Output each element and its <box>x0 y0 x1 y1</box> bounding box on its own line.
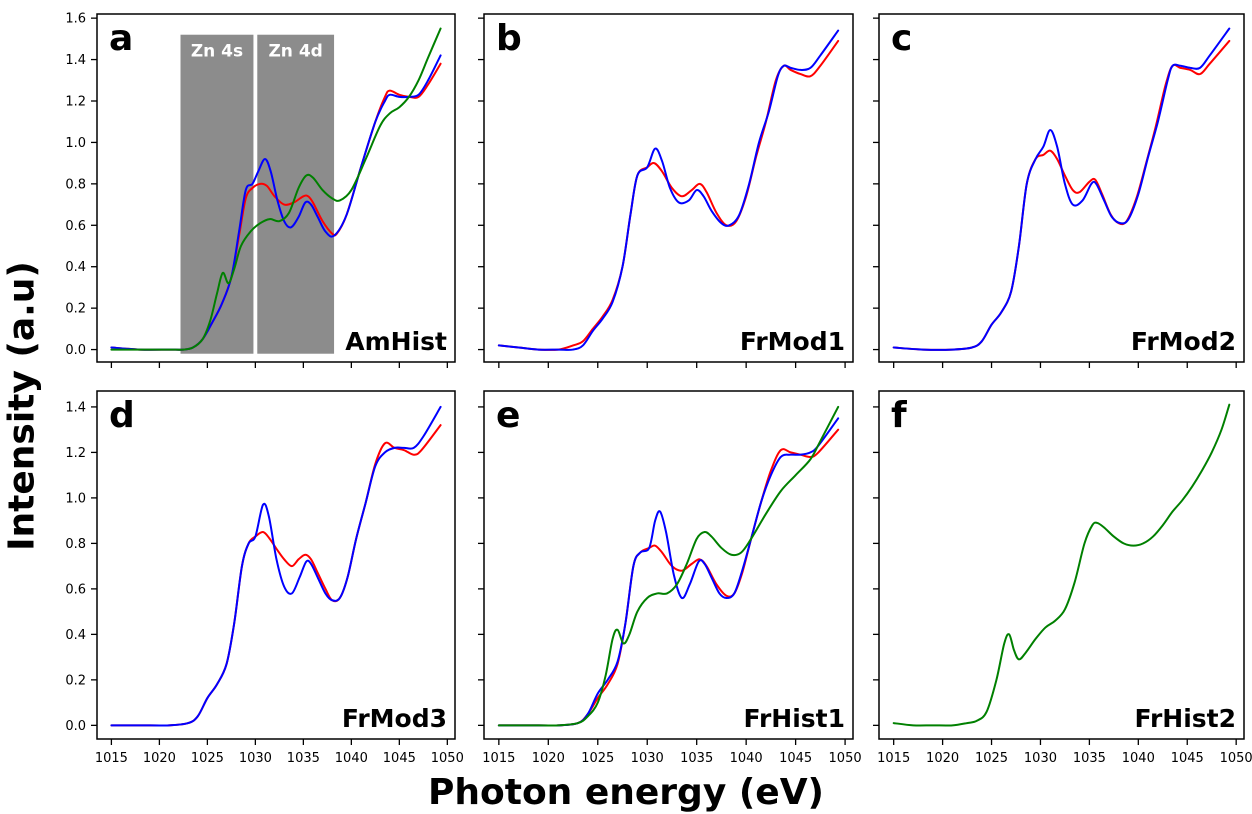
x-tick-label: 1020 <box>532 751 565 766</box>
x-tick-label: 1045 <box>779 751 812 766</box>
panel-label: FrMod3 <box>342 704 447 733</box>
panel-letter: a <box>109 18 133 59</box>
y-tick-label: 0.4 <box>65 260 86 275</box>
series-group <box>892 403 1231 727</box>
y-tick-label: 0.0 <box>65 719 86 734</box>
panel-e: 1015 1020 1025 1030 1035 1040 1045 1050 e FrHist1 <box>478 390 862 766</box>
panel-letter: c <box>891 18 912 59</box>
x-tick-label: 1030 <box>631 751 664 766</box>
x-tick-label: 1035 <box>1073 751 1106 766</box>
x-tick-label: 1050 <box>1220 751 1252 766</box>
x-tick-label: 1025 <box>581 751 614 766</box>
panel-label: FrHist1 <box>743 704 845 733</box>
y-tick-label: 0.6 <box>65 219 86 234</box>
x-tick-label: 1015 <box>95 751 128 766</box>
y-tick-label: 0.2 <box>65 673 86 688</box>
x-tick-label: 1040 <box>335 751 368 766</box>
series-group <box>110 27 442 351</box>
panel-label: AmHist <box>345 327 447 356</box>
plot-frame <box>483 13 854 363</box>
panel-a: Zn 4s Zn 4d 0.0 0.2 0.4 0.6 0.8 1.0 1.2 1.4 1.6 a Am… <box>65 12 456 368</box>
panel-letter: d <box>109 395 135 436</box>
plot-frame <box>483 390 854 740</box>
series-group <box>497 405 840 727</box>
plot-frame <box>878 13 1245 363</box>
figure-y-axis-label-text: Intensity (a.u) <box>1 261 43 551</box>
plot-frame <box>96 13 456 363</box>
series-line-green <box>892 403 1231 727</box>
series-line-blue <box>110 405 442 727</box>
series-line-green <box>110 27 442 351</box>
x-tick-label: 1045 <box>1171 751 1204 766</box>
series-line-blue <box>497 29 840 351</box>
series-line-blue <box>892 27 1231 351</box>
series-group <box>110 405 442 727</box>
panel-b: b FrMod1 <box>478 13 854 368</box>
x-tick-label: 1050 <box>829 751 862 766</box>
y-tick-label: 1.2 <box>65 95 86 110</box>
y-tick-label: 0.2 <box>65 302 86 317</box>
shaded-region-label: Zn 4d <box>268 42 322 62</box>
y-tick-label: 1.2 <box>65 446 86 461</box>
x-tick-label: 1025 <box>191 751 224 766</box>
y-tick-label: 1.0 <box>65 491 86 506</box>
panel-label: FrHist2 <box>1134 704 1236 733</box>
x-tick-label: 1015 <box>877 751 910 766</box>
shaded-region-label: Zn 4s <box>191 42 243 62</box>
x-tick-label: 1020 <box>926 751 959 766</box>
panel-c: c FrMod2 <box>873 13 1245 368</box>
x-tick-label: 1030 <box>1024 751 1057 766</box>
x-tick-label: 1050 <box>431 751 464 766</box>
y-tick-label: 1.6 <box>65 12 86 27</box>
panel-label: FrMod2 <box>1131 327 1236 356</box>
x-tick-label: 1045 <box>383 751 416 766</box>
series-line-red <box>497 39 840 351</box>
x-tick-label: 1030 <box>239 751 272 766</box>
x-tick-label: 1040 <box>1122 751 1155 766</box>
shaded-region <box>180 34 254 354</box>
y-tick-label: 1.0 <box>65 136 86 151</box>
series-group <box>497 29 840 351</box>
series-line-blue <box>497 417 840 727</box>
x-tick-label: 1015 <box>482 751 515 766</box>
plot-frame <box>878 390 1245 740</box>
y-tick-label: 0.6 <box>65 582 86 597</box>
series-line-red <box>497 428 840 727</box>
panel-label: FrMod1 <box>740 327 845 356</box>
x-tick-label: 1035 <box>680 751 713 766</box>
y-tick-label: 1.4 <box>65 400 86 415</box>
figure-x-axis-label: Photon energy (eV) <box>427 772 825 813</box>
series-line-green <box>497 405 840 727</box>
y-tick-label: 0.4 <box>65 628 86 643</box>
series-line-red <box>110 424 442 727</box>
x-tick-label: 1040 <box>730 751 763 766</box>
x-tick-label: 1020 <box>143 751 176 766</box>
x-tick-label: 1025 <box>975 751 1008 766</box>
panel-letter: b <box>496 18 522 59</box>
panel-d: 1015 1020 1025 1030 1035 1040 1045 1050 0.0 0.2 0.… <box>65 390 464 766</box>
series-line-red <box>892 39 1231 351</box>
panel-f: 1015 1020 1025 1030 1035 1040 1045 1050 f FrHist2 <box>873 390 1252 766</box>
y-tick-label: 0.0 <box>65 343 86 358</box>
plot-frame <box>96 390 456 740</box>
panel-letter: e <box>496 395 520 436</box>
x-tick-label: 1035 <box>287 751 320 766</box>
y-tick-label: 1.4 <box>65 53 86 68</box>
panel-letter: f <box>891 395 907 436</box>
y-tick-label: 0.8 <box>65 177 86 192</box>
series-group <box>892 27 1231 351</box>
y-tick-label: 0.8 <box>65 537 86 552</box>
